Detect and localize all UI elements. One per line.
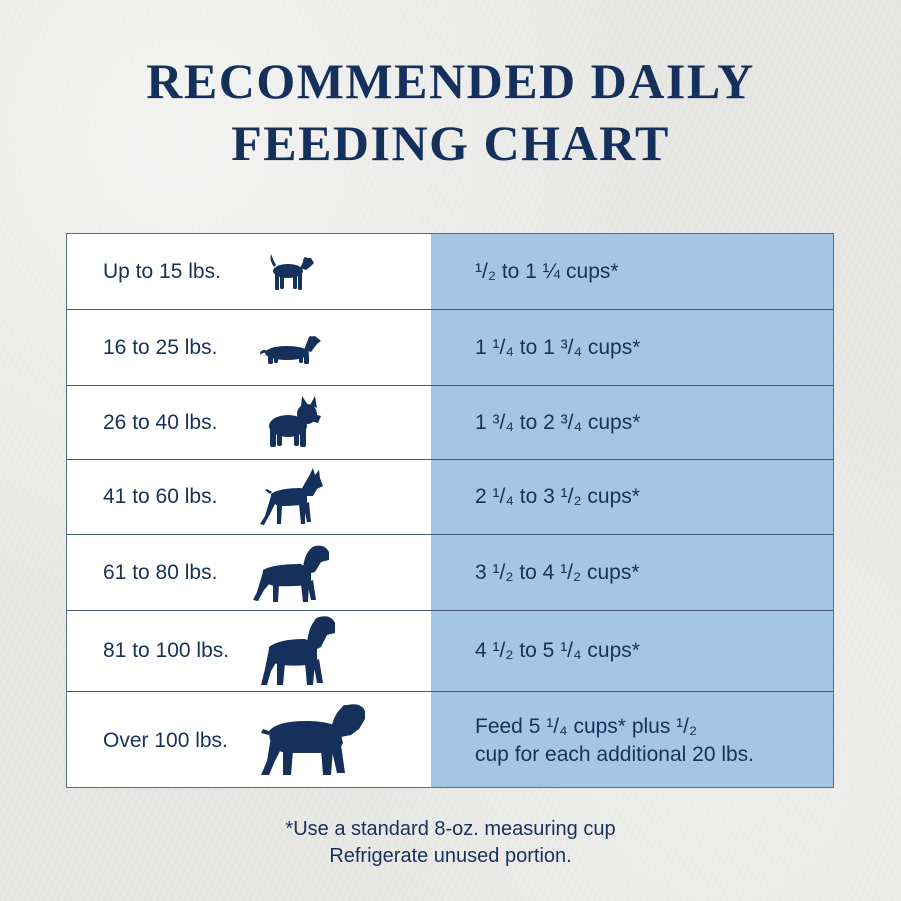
cups-amount: 3 ¹/₂ to 4 ¹/₂ cups* <box>475 560 640 584</box>
french-bulldog-icon <box>260 395 322 450</box>
weight-label: 61 to 80 lbs. <box>103 560 218 584</box>
cups-amount: ¹/₂ to 1 ¼ cups* <box>475 259 619 283</box>
rottweiler-icon <box>251 540 331 606</box>
footnote: *Use a standard 8-oz. measuring cup Refr… <box>0 816 901 870</box>
boxer-icon <box>257 466 325 528</box>
feeding-chart-table: Up to 15 lbs. ¹/₂ to 1 ¼ cups* 16 to 25 … <box>66 233 834 788</box>
table-row: 26 to 40 lbs. 1 ³/₄ to 2 ³/₄ cups* <box>67 386 833 460</box>
footnote-line-1: *Use a standard 8-oz. measuring cup <box>285 818 616 840</box>
table-row: 61 to 80 lbs. 3 ¹/₂ to 4 ¹/₂ cups* <box>67 535 833 611</box>
weight-label: Over 100 lbs. <box>103 728 228 752</box>
cups-amount: 1 ¹/₄ to 1 ³/₄ cups* <box>475 335 641 359</box>
table-row: 41 to 60 lbs. 2 ¹/₄ to 3 ¹/₂ cups* <box>67 460 833 535</box>
mastiff-icon <box>257 701 369 781</box>
weight-label: 26 to 40 lbs. <box>103 410 218 434</box>
cups-amount-line-1: Feed 5 ¹/₄ cups* plus ¹/₂ <box>475 714 698 738</box>
table-row: Up to 15 lbs. ¹/₂ to 1 ¼ cups* <box>67 234 833 310</box>
cups-amount: 1 ³/₄ to 2 ³/₄ cups* <box>475 410 641 434</box>
beagle-icon <box>267 250 317 294</box>
cups-amount: 4 ¹/₂ to 5 ¹/₄ cups* <box>475 639 640 662</box>
title-line-1: RECOMMENDED DAILY <box>146 53 755 109</box>
dachshund-icon <box>259 326 323 370</box>
table-row: Over 100 lbs. Feed 5 ¹/₄ cups* plus ¹/₂ … <box>67 692 833 789</box>
table-row: 81 to 100 lbs. 4 ¹/₂ to 5 ¹/₄ cups* <box>67 611 833 692</box>
cups-amount: 2 ¹/₄ to 3 ¹/₂ cups* <box>475 485 640 508</box>
page-title: RECOMMENDED DAILY FEEDING CHART <box>0 50 901 174</box>
weight-label: 16 to 25 lbs. <box>103 335 218 359</box>
weight-label: 41 to 60 lbs. <box>103 485 218 508</box>
large-rottweiler-icon <box>257 613 337 689</box>
cups-amount: Feed 5 ¹/₄ cups* plus ¹/₂ cup for each a… <box>475 713 754 769</box>
weight-label: 81 to 100 lbs. <box>103 639 230 662</box>
footnote-line-2: Refrigerate unused portion. <box>329 845 572 867</box>
weight-label: Up to 15 lbs. <box>103 259 221 283</box>
table-row: 16 to 25 lbs. 1 ¹/₄ to 1 ³/₄ cups* <box>67 310 833 386</box>
cups-amount-line-2: cup for each additional 20 lbs. <box>475 742 755 766</box>
title-line-2: FEEDING CHART <box>231 115 670 171</box>
